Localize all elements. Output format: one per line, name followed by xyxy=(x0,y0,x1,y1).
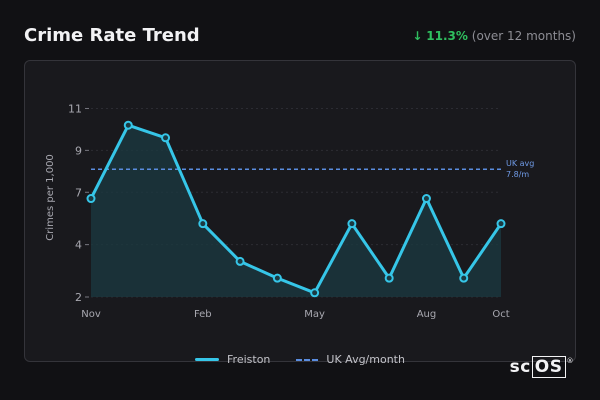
data-point xyxy=(272,273,282,283)
data-point xyxy=(235,256,245,266)
legend-swatch-freiston xyxy=(195,358,220,361)
y-axis-label: Crimes per 1,000 xyxy=(45,154,56,241)
brand-mark: ® xyxy=(566,357,574,365)
data-point xyxy=(86,194,96,204)
brand-prefix: sc xyxy=(509,357,531,377)
legend-swatch-uk-avg xyxy=(296,358,319,361)
y-tick-label: 7 xyxy=(75,186,82,199)
legend-label-freiston: Freiston xyxy=(227,353,271,366)
x-tick-label: Feb xyxy=(194,309,212,320)
data-point xyxy=(310,288,320,298)
data-point xyxy=(459,273,469,283)
x-tick-label: Nov xyxy=(81,309,101,320)
data-point xyxy=(421,194,431,204)
legend-item-freiston[interactable]: Freiston xyxy=(195,353,270,366)
data-point xyxy=(496,219,506,229)
data-point xyxy=(161,133,171,143)
y-tick-label: 2 xyxy=(75,291,82,304)
x-tick-label: Aug xyxy=(417,309,437,320)
x-tick-label: Oct xyxy=(492,309,509,320)
reference-label: UK avg xyxy=(506,159,534,168)
change-indicator: ↓ 11.3% (over 12 months) xyxy=(412,29,576,43)
legend-label-uk-avg: UK Avg/month xyxy=(326,353,405,366)
data-point xyxy=(198,219,208,229)
data-point xyxy=(123,120,133,130)
x-tick-label: May xyxy=(304,309,325,320)
series-area-freiston xyxy=(91,125,501,297)
y-tick-label: 11 xyxy=(68,102,82,115)
data-point xyxy=(384,273,394,283)
change-note: (over 12 months) xyxy=(471,29,576,43)
y-tick-label: 9 xyxy=(75,144,82,157)
reference-value-label: 7.8/m xyxy=(506,170,529,179)
change-value: 11.3% xyxy=(426,29,468,43)
brand-boxed: OS xyxy=(531,356,566,378)
chart-legend: Freiston UK Avg/month xyxy=(0,353,600,366)
series-line-freiston xyxy=(89,123,503,295)
legend-item-uk-avg[interactable]: UK Avg/month xyxy=(296,353,405,366)
down-arrow-icon: ↓ xyxy=(412,29,423,43)
y-tick-label: 4 xyxy=(75,239,82,252)
data-point xyxy=(347,219,357,229)
brand-logo: sc OS ® xyxy=(509,356,574,378)
chart-title: Crime Rate Trend xyxy=(24,25,200,46)
